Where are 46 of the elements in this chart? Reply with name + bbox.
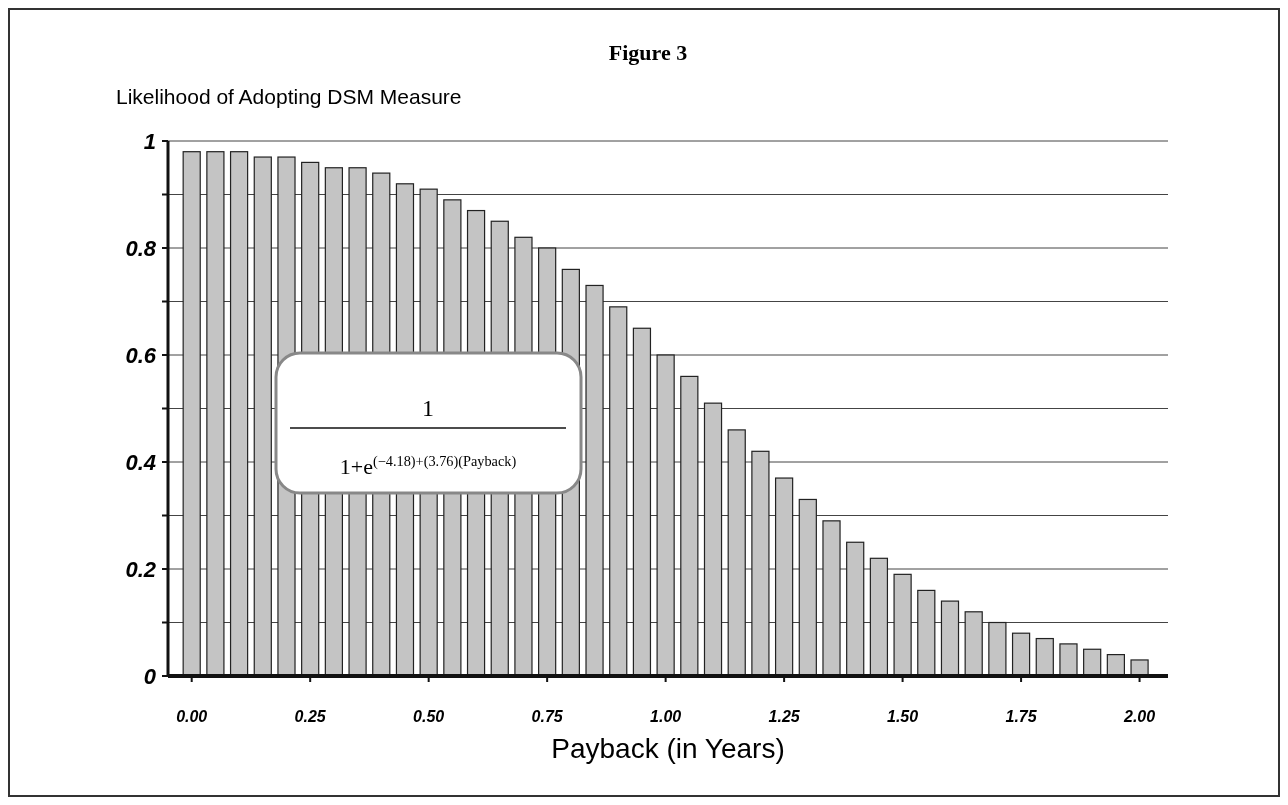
bar <box>656 354 675 677</box>
x-tick-label: 0.25 <box>294 708 327 725</box>
bar <box>869 557 889 677</box>
bar <box>229 151 249 677</box>
bar <box>940 600 960 677</box>
chart-title: Figure 3 <box>608 40 688 65</box>
y-tick-label: 0.6 <box>125 342 157 368</box>
x-tick-label: 0.00 <box>176 708 208 725</box>
y-tick-label: 0.2 <box>125 556 157 582</box>
bar <box>1011 632 1031 677</box>
bar <box>680 375 699 677</box>
bar <box>206 151 225 677</box>
y-tick-label: 1 <box>143 128 156 154</box>
y-tick-label: 0.4 <box>125 449 156 475</box>
x-axis-title: Payback (in Years) <box>551 733 785 764</box>
y-tick-label: 0 <box>143 663 157 689</box>
annotation: 1 <box>422 395 434 421</box>
bar <box>822 520 841 677</box>
bar <box>846 541 865 677</box>
bar <box>988 621 1007 677</box>
bar <box>798 498 817 677</box>
bar <box>1130 659 1149 677</box>
bar <box>1035 637 1054 677</box>
x-tick-label: 1.50 <box>887 708 919 725</box>
bar <box>964 611 983 677</box>
x-tick-label: 1.25 <box>768 708 801 725</box>
bar <box>609 306 628 677</box>
y-tick-label: 0.8 <box>125 235 157 261</box>
x-tick-label: 0.75 <box>531 708 564 725</box>
x-tick-label: 2.00 <box>1122 708 1156 725</box>
bar <box>182 151 201 677</box>
x-tick-label: 0.50 <box>413 708 445 725</box>
bar <box>632 327 652 677</box>
x-tick-label: 1.00 <box>650 708 682 725</box>
bar <box>727 429 746 677</box>
bar <box>585 284 604 677</box>
x-tick-label: 1.75 <box>1005 708 1038 725</box>
bar <box>917 589 936 677</box>
annotation: 1+e$^{(−4.18)+(3.76)(Payback)}$ <box>339 452 517 479</box>
bar <box>253 156 272 677</box>
bar <box>893 573 912 677</box>
bar <box>751 450 770 677</box>
bar <box>1059 643 1078 677</box>
bar <box>774 477 794 677</box>
y-axis-title: Likelihood of Adopting DSM Measure <box>116 85 462 108</box>
bar <box>703 402 723 677</box>
